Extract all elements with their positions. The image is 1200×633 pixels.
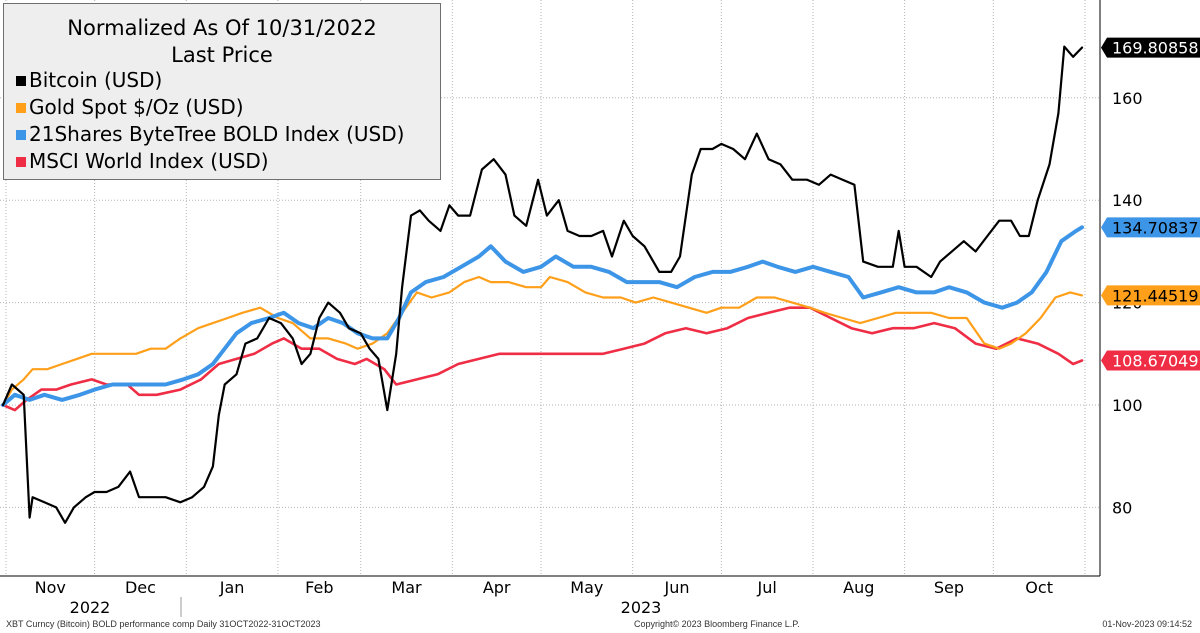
x-tick-label: Oct (1025, 578, 1053, 597)
x-tick-label: Mar (391, 578, 422, 597)
legend-swatch-bitcoin (16, 76, 26, 86)
x-tick-label: Apr (483, 578, 511, 597)
x-tick-label: Aug (843, 578, 874, 597)
axes: 80100120140160NovDecJanFebMarAprMayJunJu… (0, 0, 1143, 617)
y-tick-label: 100 (1112, 396, 1143, 415)
series-line-0 (1, 45, 1084, 524)
footer-copyright: Copyright© 2023 Bloomberg Finance L.P. (634, 619, 800, 629)
legend-swatch-msci (16, 157, 26, 167)
footer-timestamp: 01-Nov-2023 09:14:52 (1102, 619, 1192, 629)
chart-subtitle: Last Price (171, 43, 273, 67)
series-line-3 (1, 306, 1084, 412)
series-line-1 (1, 275, 1084, 407)
chart-title: Normalized As Of 10/31/2022 (67, 16, 377, 40)
x-tick-label: Sep (934, 578, 964, 597)
legend-swatch-bold (16, 130, 26, 140)
legend-label-gold: Gold Spot $/Oz (USD) (29, 95, 244, 119)
legend-label-bitcoin: Bitcoin (USD) (29, 68, 163, 92)
last-value-badge-2 (1101, 217, 1200, 238)
last-value-badge-1 (1101, 285, 1200, 306)
x-tick-label: Jul (757, 578, 777, 597)
last-value-labels: 169.80858 121.44519 134.70837 108.67049 (1101, 37, 1200, 371)
legend-item-bitcoin: Bitcoin (USD) (16, 68, 162, 92)
x-tick-label: Jun (664, 578, 690, 597)
legend-swatch-gold (16, 103, 26, 113)
footer-description: XBT Curncy (Bitcoin) BOLD performance co… (6, 619, 321, 629)
legend-item-bold: 21Shares ByteTree BOLD Index (USD) (16, 122, 404, 146)
x-tick-label: Nov (35, 578, 66, 597)
series-lines (1, 45, 1084, 524)
y-tick-label: 160 (1112, 89, 1143, 108)
last-value-label-2: 134.70837 (1112, 218, 1199, 237)
x-tick-label: Feb (305, 578, 333, 597)
series-line-2 (1, 225, 1084, 407)
legend: Normalized As Of 10/31/2022 Last Price B… (3, 3, 441, 180)
last-value-label-0: 169.80858 (1112, 39, 1199, 58)
y-tick-label: 140 (1112, 191, 1143, 210)
x-tick-label: Dec (125, 578, 156, 597)
legend-label-msci: MSCI World Index (USD) (29, 149, 269, 173)
legend-item-msci: MSCI World Index (USD) (16, 149, 269, 173)
last-value-label-3: 108.67049 (1112, 351, 1199, 370)
legend-label-bold: 21Shares ByteTree BOLD Index (USD) (29, 122, 405, 146)
x-year-label: 2022 (70, 598, 111, 617)
x-tick-label: Jan (219, 578, 245, 597)
last-value-badge-0 (1101, 37, 1200, 58)
y-tick-label: 80 (1112, 498, 1132, 517)
legend-item-gold: Gold Spot $/Oz (USD) (16, 95, 244, 119)
last-value-label-1: 121.44519 (1112, 286, 1199, 305)
x-year-label: 2023 (621, 598, 662, 617)
last-value-badge-3 (1101, 350, 1200, 371)
x-tick-label: May (570, 578, 603, 597)
